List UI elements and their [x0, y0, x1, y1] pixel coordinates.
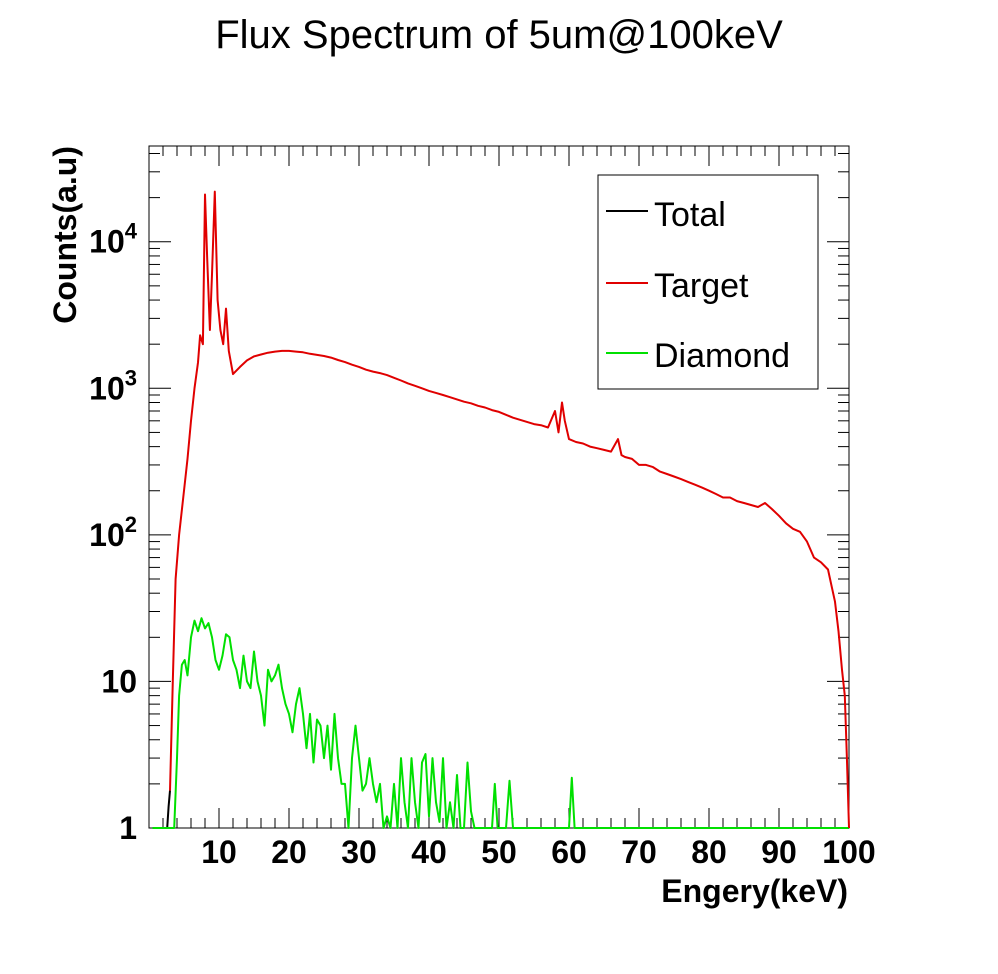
y-axis-ticks	[149, 152, 849, 829]
x-axis-tick-labels: 10 20 30 40 50 60 70 80 90 100	[201, 834, 875, 870]
x-tick-label: 20	[271, 834, 307, 870]
legend-label-target: Target	[654, 267, 749, 305]
x-tick-label: 30	[341, 834, 377, 870]
x-tick-label: 50	[481, 834, 517, 870]
legend: Total Target Diamond	[597, 174, 819, 390]
y-axis-label: Counts(a.u)	[47, 146, 83, 324]
y-axis-tick-labels: 1 10 102 103 104	[89, 219, 138, 846]
x-tick-label: 40	[411, 834, 447, 870]
x-tick-label: 60	[551, 834, 587, 870]
y-tick-label: 10	[101, 663, 137, 699]
chart-title: Flux Spectrum of 5um@100keV	[215, 13, 783, 57]
x-tick-label: 90	[761, 834, 797, 870]
series-line-diamond	[152, 617, 849, 829]
y-tick-label: 102	[89, 512, 137, 553]
x-axis-label: Engery(keV)	[661, 873, 848, 909]
legend-label-total: Total	[654, 196, 726, 234]
y-tick-label: 104	[89, 219, 138, 260]
y-tick-label: 1	[119, 810, 137, 846]
x-tick-label: 80	[691, 834, 727, 870]
series-layer	[152, 190, 850, 829]
series-line-target	[169, 190, 850, 829]
legend-label-diamond: Diamond	[654, 337, 790, 375]
y-tick-label: 103	[89, 365, 137, 406]
x-tick-label: 100	[822, 834, 875, 870]
x-tick-label: 10	[201, 834, 237, 870]
series-line-total	[152, 790, 171, 829]
x-tick-label: 70	[621, 834, 657, 870]
